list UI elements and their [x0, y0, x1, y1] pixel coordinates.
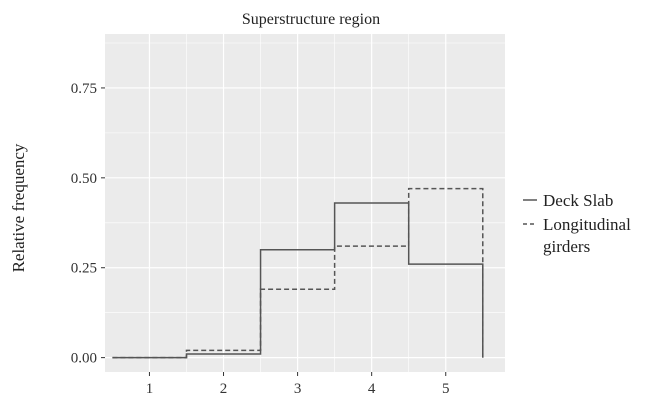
x-tick-label: 5	[442, 381, 450, 397]
legend-label-deck-slab: Deck Slab	[543, 191, 613, 210]
chart-title: Superstructure region	[242, 11, 380, 28]
legend: Deck Slab Longitudinal girders	[523, 191, 631, 256]
legend-label-longitudinal-girders: Longitudinal girders	[543, 215, 631, 256]
series-line-longitudinal-girders	[112, 187, 484, 359]
axes: 0.00 0.25 0.50 0.75 1 2 3 4 5	[71, 81, 450, 397]
legend-label-line: girders	[543, 237, 590, 256]
grid-lines	[105, 34, 505, 372]
plot-panel	[105, 34, 505, 372]
x-tick-label: 4	[368, 381, 376, 397]
legend-label-line: Deck Slab	[543, 191, 613, 210]
series-lines	[112, 187, 484, 359]
y-tick-label: 0.00	[71, 351, 97, 367]
x-tick-label: 1	[146, 381, 154, 397]
y-tick-label: 0.50	[71, 171, 97, 187]
legend-label-line: Longitudinal	[543, 215, 631, 234]
y-tick-label: 0.75	[71, 81, 97, 97]
y-tick-label: 0.25	[71, 261, 97, 277]
x-tick-label: 2	[220, 381, 228, 397]
y-axis-title: Relative frequency	[9, 143, 28, 272]
x-tick-label: 3	[294, 381, 302, 397]
panel-background	[105, 34, 505, 372]
